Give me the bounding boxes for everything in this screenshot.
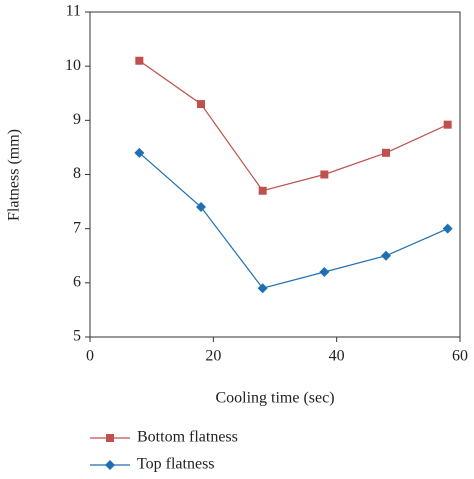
x-tick-label: 0 <box>86 348 94 365</box>
y-axis-label: Flatness (mm) <box>6 129 23 221</box>
data-point <box>258 186 267 195</box>
legend-marker <box>105 460 115 470</box>
y-tick-label: 5 <box>73 328 81 345</box>
y-tick-label: 11 <box>66 3 81 20</box>
data-point <box>443 120 452 129</box>
data-point <box>382 148 390 157</box>
data-point <box>257 283 268 294</box>
y-tick-label: 8 <box>73 165 81 182</box>
data-point <box>196 202 206 212</box>
y-tick-label: 6 <box>73 274 81 291</box>
series-line <box>138 60 448 192</box>
x-axis-label: Cooling time (sec) <box>215 390 334 407</box>
legend-marker <box>106 434 114 442</box>
series-line <box>138 152 448 289</box>
x-tick-label: 60 <box>452 348 468 365</box>
y-tick-label: 9 <box>73 111 81 128</box>
data-point <box>135 56 144 65</box>
data-point <box>442 223 453 234</box>
legend-label: Top flatness <box>137 456 215 473</box>
plot-frame <box>89 11 461 338</box>
y-tick-label: 10 <box>65 57 81 74</box>
y-tick-label: 7 <box>73 219 81 236</box>
legend-label: Bottom flatness <box>137 429 238 446</box>
data-point <box>197 100 205 109</box>
data-point <box>319 267 330 277</box>
x-tick-label: 40 <box>329 348 345 365</box>
data-point <box>134 147 145 158</box>
data-point <box>381 250 391 261</box>
x-tick-label: 20 <box>205 348 221 365</box>
data-point <box>320 170 329 179</box>
